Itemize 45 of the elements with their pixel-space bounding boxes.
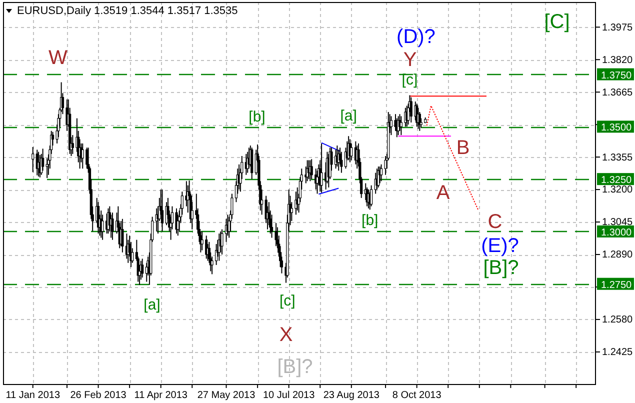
annotation: [c] <box>402 72 418 89</box>
ref-line-label: 1.2750 <box>601 280 632 291</box>
ref-line-label: 1.3250 <box>601 175 632 186</box>
x-tick-label: 27 May 2013 <box>197 390 256 402</box>
ref-line-label: 1.3500 <box>601 122 632 134</box>
y-tick-label: 1.2580 <box>602 314 634 326</box>
x-tick-label: 23 Aug 2013 <box>323 390 380 402</box>
x-tick-label: 11 Jan 2013 <box>6 390 60 402</box>
annotation: [C] <box>544 11 570 33</box>
ref-line-label: 1.3000 <box>601 227 632 238</box>
annotation: [b] <box>362 212 378 230</box>
ref-line-label: 1.3750 <box>601 70 632 82</box>
y-tick-label: 1.3820 <box>602 54 634 66</box>
annotation: [c] <box>279 292 296 310</box>
x-tick-label: 26 Feb 2013 <box>70 390 127 402</box>
annotation: [b] <box>248 108 266 126</box>
x-tick-label: 8 Oct 2013 <box>392 390 442 402</box>
annotation: W <box>48 47 68 69</box>
annotation: A <box>436 182 450 204</box>
y-tick-label: 1.3200 <box>602 184 634 196</box>
candlestick <box>350 142 353 161</box>
annotation: Y <box>403 49 417 71</box>
candlestick <box>250 147 254 180</box>
annotation: (E)? <box>481 235 519 257</box>
annotation: X <box>279 324 293 346</box>
y-tick-label: 1.3665 <box>602 87 634 98</box>
y-tick-label: 1.3355 <box>602 152 634 164</box>
y-tick-label: 1.2425 <box>602 347 634 358</box>
annotation: (D)? <box>396 26 436 48</box>
x-tick-label: 11 Apr 2013 <box>134 390 188 402</box>
annotation: B <box>456 137 470 159</box>
annotation: [a] <box>340 108 357 125</box>
y-tick-label: 1.2890 <box>602 250 634 261</box>
candlestick <box>32 146 34 173</box>
y-tick-label: 1.3975 <box>602 22 634 34</box>
y-tick-label: 1.3045 <box>602 217 634 228</box>
candlestick <box>160 189 164 232</box>
annotation: [a] <box>144 296 160 314</box>
chart-title: EURUSD,Daily 1.3519 1.3544 1.3517 1.3535 <box>17 5 238 17</box>
candlestick <box>400 116 402 136</box>
annotation: [B]? <box>277 356 313 378</box>
annotation: [B]? <box>483 257 519 279</box>
candlestick <box>410 96 412 123</box>
annotation: C <box>488 211 502 233</box>
x-tick-label: 10 Jul 2013 <box>262 390 316 402</box>
